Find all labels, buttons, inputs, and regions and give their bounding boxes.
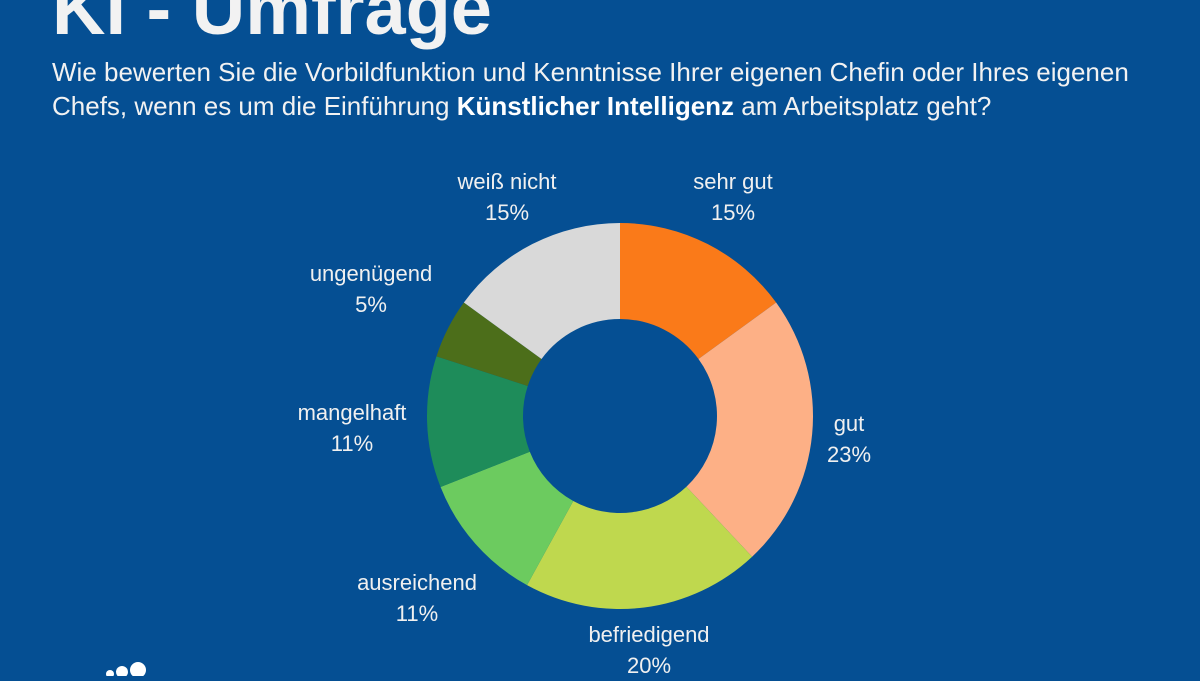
category-label: ausreichend (357, 570, 477, 595)
percent-label: 15% (484, 200, 530, 225)
percent-label: 5% (355, 292, 387, 317)
slice-gut (686, 302, 813, 557)
percent-label: 20% (626, 653, 672, 678)
slice-label: weiß nicht 15% (457, 166, 556, 228)
slice-weiß-nicht (463, 223, 620, 359)
percent-label: 15% (710, 200, 756, 225)
slice-label: ungenügend 5% (310, 258, 432, 320)
slice-ungenügend (436, 302, 542, 387)
slice-label: befriedigend 20% (588, 619, 709, 681)
category-label: gut (833, 411, 865, 436)
category-label: mangelhaft (297, 400, 407, 425)
subtitle-text-2: am Arbeitsplatz geht? (734, 91, 992, 121)
category-label: weiß nicht (457, 169, 557, 194)
slice-label: sehr gut 15% (693, 166, 773, 228)
slice-befriedigend (527, 486, 753, 609)
subtitle-bold: Künstlicher Intelligenz (456, 91, 735, 121)
category-label: befriedigend (588, 622, 710, 647)
slice-ausreichend (440, 451, 574, 586)
percent-label: 11% (330, 431, 374, 456)
category-label: sehr gut (693, 169, 773, 194)
subtitle-text-1: Wie bewerten Sie die Vorbildfunktion und… (52, 57, 1129, 121)
percent-label: 23% (826, 442, 872, 467)
slice-sehr-gut (620, 223, 777, 359)
slice-label: mangelhaft 11% (298, 397, 407, 459)
logo-icon (106, 662, 146, 676)
chart-title: KI - Umfrage (52, 0, 492, 50)
slice-label: gut 23% (827, 408, 871, 470)
category-label: ungenügend (309, 261, 433, 286)
slice-label: ausreichend 11% (357, 567, 477, 629)
chart-subtitle: Wie bewerten Sie die Vorbildfunktion und… (52, 55, 1172, 123)
percent-label: 11% (395, 601, 439, 626)
slice-mangelhaft (427, 356, 530, 488)
